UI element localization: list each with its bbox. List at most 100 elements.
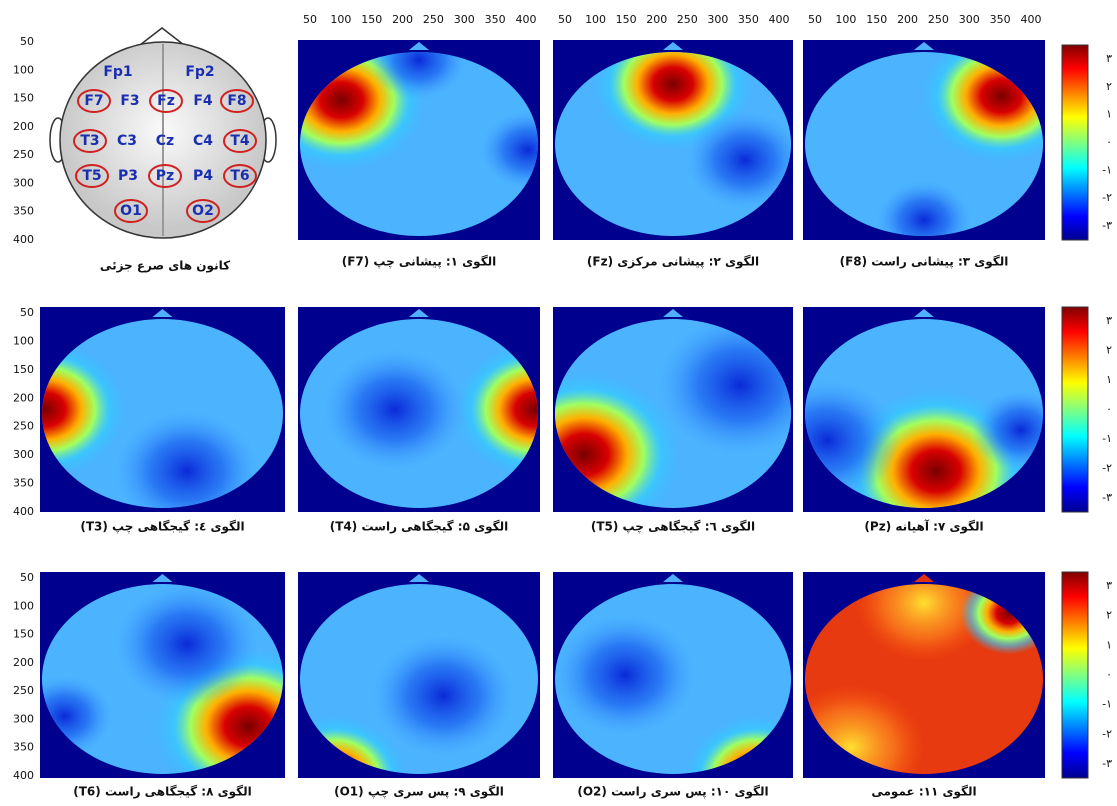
colorbar-tick-label: ۰ (1106, 136, 1112, 149)
y-tick-label: 300 (13, 712, 34, 725)
colorbar-tick-label: ۱ (1106, 373, 1112, 386)
electrode-label: Fz (157, 93, 175, 109)
y-tick-label: 300 (13, 176, 34, 189)
electrode-label: T4 (230, 133, 250, 149)
y-tick-label: 400 (13, 505, 34, 518)
electrode-label: O2 (192, 203, 214, 219)
x-tick-label: 350 (990, 13, 1011, 26)
y-tick-label: 250 (13, 684, 34, 697)
y-tick-label: 100 (13, 63, 34, 76)
colorbar-tick-label: -۲ (1102, 462, 1112, 475)
x-tick-label: 250 (928, 13, 949, 26)
y-tick-label: 350 (13, 205, 34, 218)
colorbar-tick-label: -۱ (1102, 432, 1112, 445)
topo-map (553, 572, 829, 806)
head-caption: کانون های صرع جزئی (100, 259, 230, 274)
electrode-label: T3 (80, 133, 99, 149)
topo-map (0, 307, 285, 533)
panel-caption: الگوی ۵: گیجگاهی راست (T4) (330, 520, 508, 535)
colorbar-tick-label: ۲ (1106, 80, 1112, 93)
electrode-label: C4 (193, 133, 213, 149)
y-tick-label: 100 (13, 599, 34, 612)
colorbar-tick-label: ۳ (1106, 314, 1112, 327)
y-tick-label: 350 (13, 741, 34, 754)
electrode-label: P4 (193, 168, 213, 184)
colorbar-tick-label: -۳ (1102, 491, 1112, 504)
panel-caption: الگوی ٤: گیجگاهی چپ (T3) (80, 520, 244, 535)
panel-caption: الگوی ۱۰: پس سری راست (O2) (577, 785, 768, 800)
hotspot (972, 389, 1069, 471)
electrode-label: F8 (227, 93, 246, 109)
topo-map (262, 572, 540, 806)
y-tick-label: 200 (13, 391, 34, 404)
x-tick-label: 150 (361, 13, 382, 26)
hotspot (114, 410, 261, 533)
colorbar-tick-label: ۰ (1106, 403, 1112, 416)
panel-caption: الگوی ۱۱: عمومی (871, 785, 976, 800)
topo-map (16, 572, 342, 805)
colorbar-tick-label: -۲ (1102, 191, 1112, 204)
colorbar-tick-label: -۳ (1102, 757, 1112, 770)
panel-caption: الگوی ۳: پیشانی راست (F8) (840, 255, 1009, 270)
x-tick-label: 50 (558, 13, 572, 26)
colorbar-tick-label: ۱ (1106, 638, 1112, 651)
electrode-label: T6 (230, 168, 249, 184)
y-tick-label: 250 (13, 148, 34, 161)
colorbar-tick-label: ۳ (1106, 579, 1112, 592)
x-tick-label: 150 (616, 13, 637, 26)
y-tick-label: 150 (13, 92, 34, 105)
x-tick-label: 400 (769, 13, 790, 26)
electrode-label: Cz (156, 133, 174, 149)
y-tick-label: 50 (20, 35, 34, 48)
y-tick-label: 100 (13, 334, 34, 347)
y-tick-label: 400 (13, 233, 34, 246)
panel-caption: الگوی ۹: پس سری چپ (O1) (334, 785, 504, 800)
panel-caption: الگوی ٦: گیجگاهی چپ (T5) (591, 520, 755, 535)
y-tick-label: 200 (13, 656, 34, 669)
x-tick-label: 350 (485, 13, 506, 26)
hotspot (371, 20, 468, 100)
x-tick-label: 100 (330, 13, 351, 26)
y-tick-label: 250 (13, 420, 34, 433)
colorbar-tick-label: ۳ (1106, 52, 1112, 65)
x-tick-label: 300 (454, 13, 475, 26)
topo-map (779, 545, 1057, 806)
colorbar-tick-label: ۲ (1106, 609, 1112, 622)
colorbar-tick-label: ۲ (1106, 344, 1112, 357)
y-tick-label: 150 (13, 363, 34, 376)
colorbar-tick-label: -۱ (1102, 163, 1112, 176)
x-tick-label: 100 (835, 13, 856, 26)
electrode-label: Fp2 (185, 64, 214, 80)
topo-map (553, 18, 805, 240)
panel-caption: الگوی ۱: پیشانی چپ (F7) (342, 255, 497, 270)
electrode-label: Fp1 (103, 64, 132, 80)
x-tick-label: 150 (866, 13, 887, 26)
colorbar-tick-label: -۳ (1102, 219, 1112, 232)
y-tick-label: 300 (13, 448, 34, 461)
hotspot (371, 634, 516, 758)
x-tick-label: 200 (392, 13, 413, 26)
topo-map (257, 20, 576, 240)
electrode-label: F4 (193, 93, 213, 109)
x-tick-label: 400 (516, 13, 537, 26)
electrode-label: F7 (84, 93, 103, 109)
electrode-label: O1 (120, 203, 142, 219)
panel-caption: الگوی ۷: آهیانه (Pz) (864, 519, 983, 535)
electrode-label: T5 (82, 168, 101, 184)
topo-map (803, 30, 1081, 260)
x-tick-label: 250 (677, 13, 698, 26)
hotspot (553, 613, 697, 737)
x-tick-label: 200 (897, 13, 918, 26)
figure: Fp1Fp2F7F3FzF4F8T3C3CzC4T4T5P3PzP4T6O1O2… (0, 0, 1117, 806)
x-tick-label: 50 (303, 13, 317, 26)
y-tick-label: 50 (20, 306, 34, 319)
colorbar-tick-label: -۱ (1102, 698, 1112, 711)
x-tick-label: 350 (738, 13, 759, 26)
electrode-label: C3 (117, 133, 137, 149)
x-tick-label: 250 (423, 13, 444, 26)
x-tick-label: 300 (959, 13, 980, 26)
electrode-label: P3 (118, 168, 138, 184)
y-tick-label: 350 (13, 477, 34, 490)
x-tick-label: 400 (1021, 13, 1042, 26)
colorbar-tick-label: ۰ (1106, 668, 1112, 681)
